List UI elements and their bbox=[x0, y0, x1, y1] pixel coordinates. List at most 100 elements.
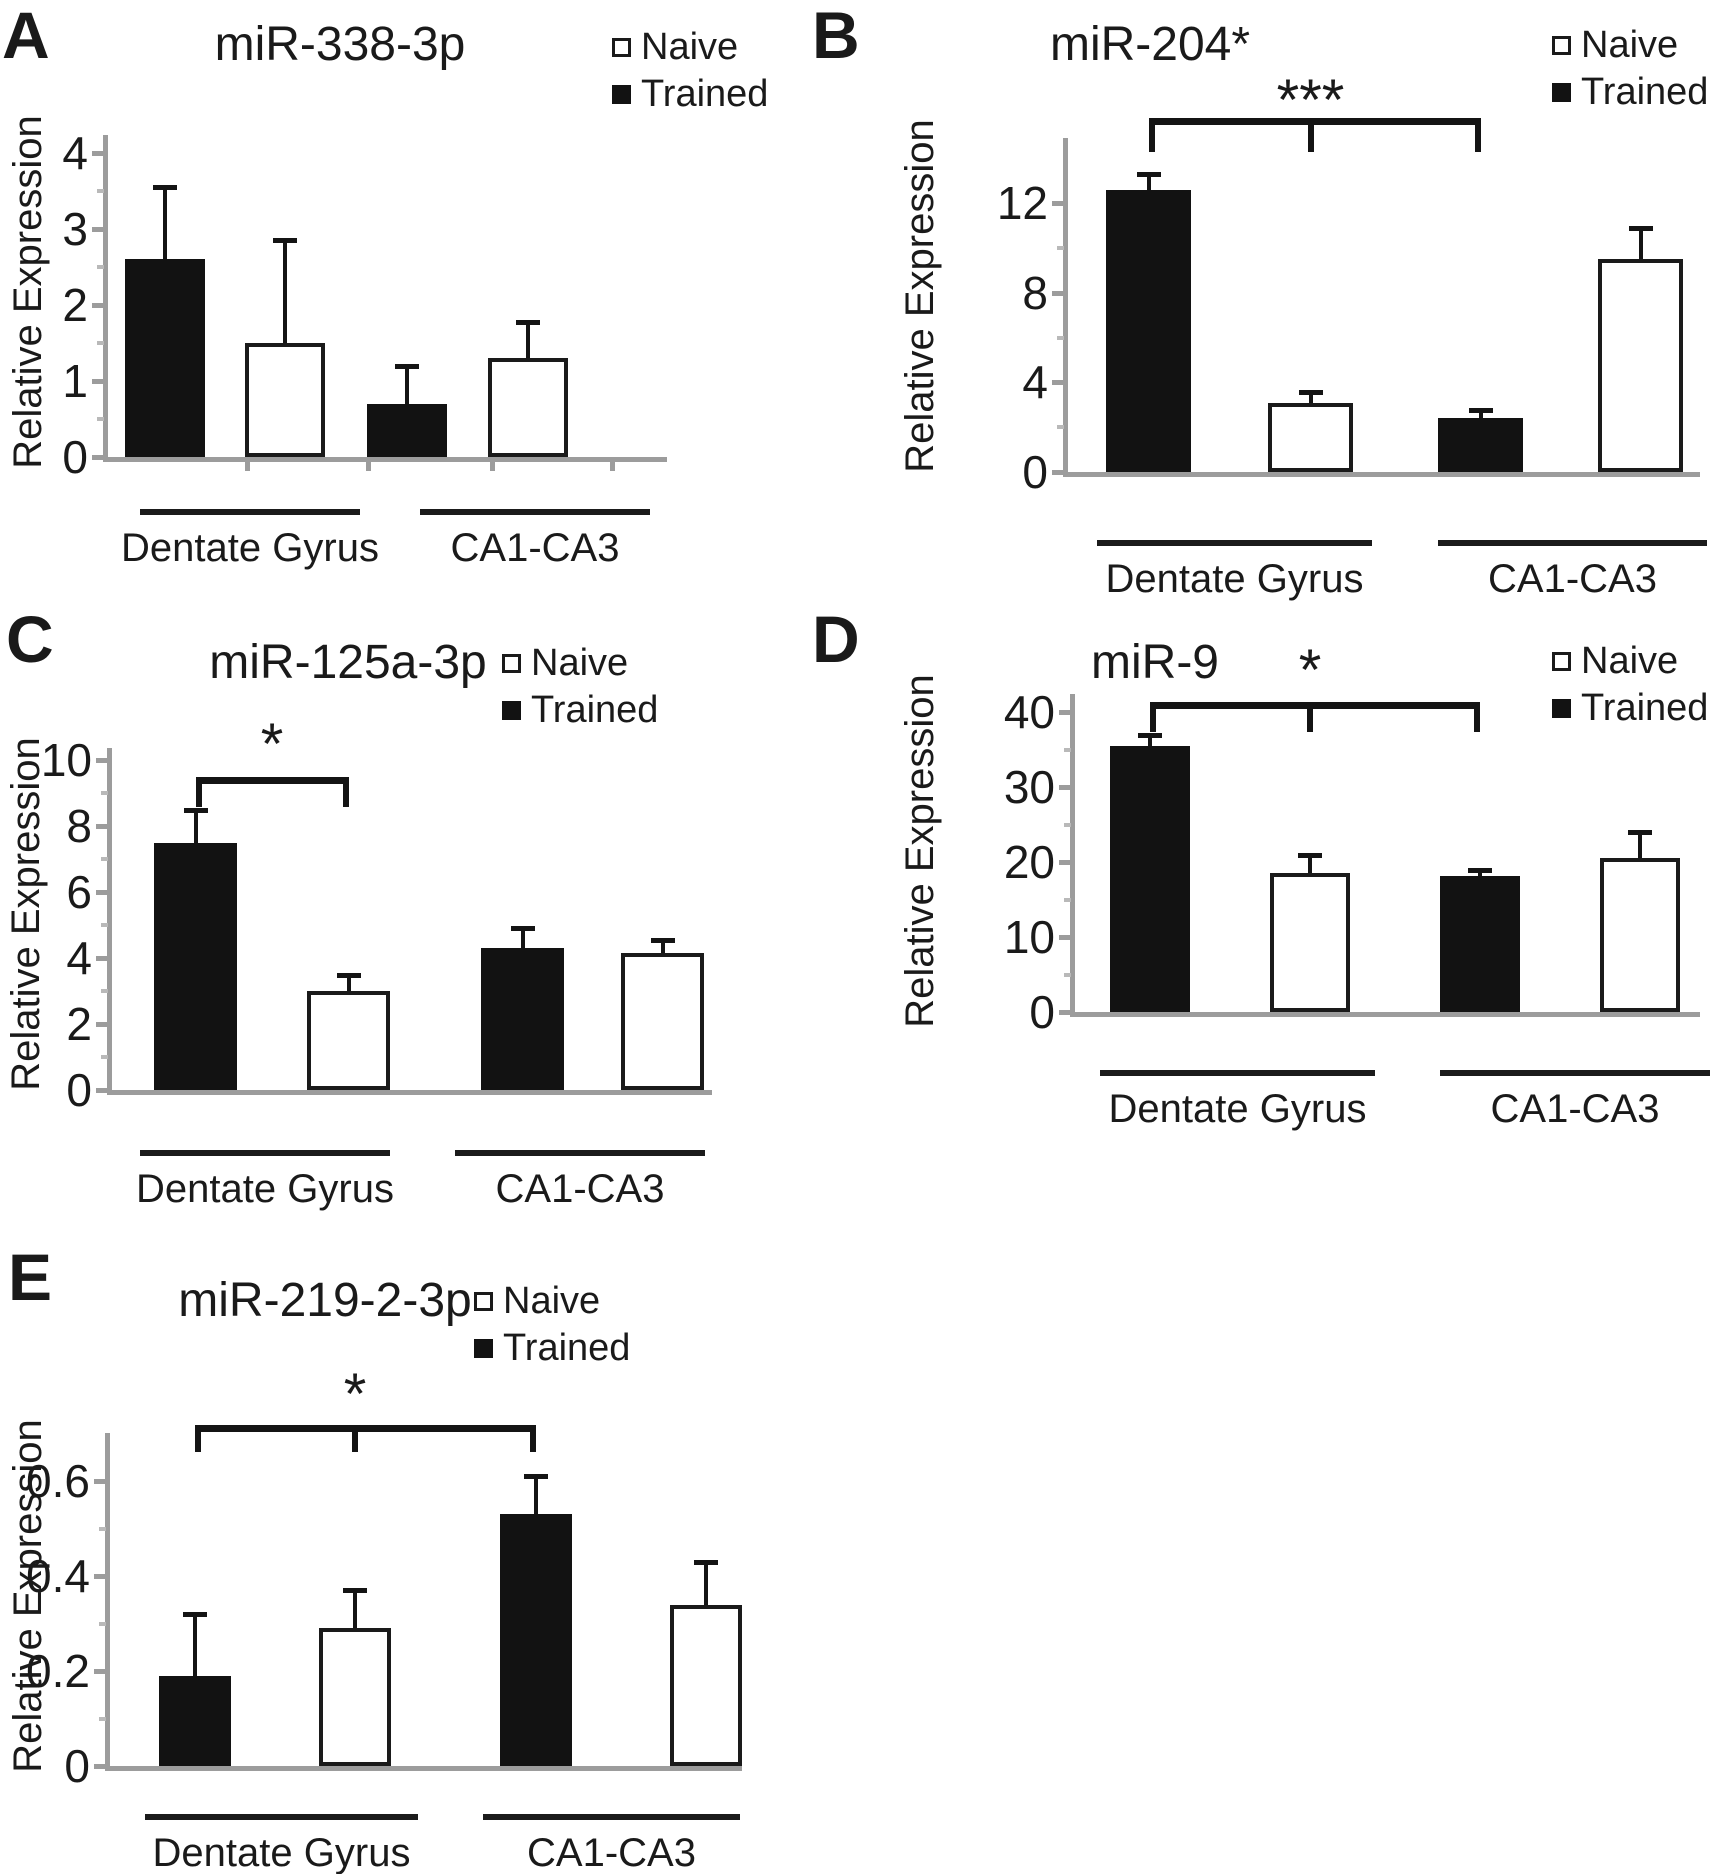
y-minor-tick-mark bbox=[101, 791, 108, 795]
y-tick-mark bbox=[1059, 860, 1070, 865]
bar-trained-ca1-ca3 bbox=[1440, 875, 1520, 1012]
legend-row-naive: Naive bbox=[1552, 25, 1708, 66]
y-minor-tick-mark bbox=[97, 265, 104, 269]
category-underline bbox=[1440, 1070, 1710, 1076]
bar-trained-dentate-gyrus bbox=[159, 1675, 231, 1766]
significance-label: * bbox=[1298, 638, 1322, 703]
legend-row-trained: Trained bbox=[502, 690, 658, 731]
category-underline bbox=[140, 509, 360, 515]
y-axis bbox=[1063, 138, 1068, 477]
error-bar-naive-dentate-gyrus bbox=[1308, 392, 1313, 403]
x-tick-mark bbox=[245, 462, 250, 471]
error-bar-cap bbox=[1138, 732, 1162, 738]
category-label: CA1-CA3 bbox=[1490, 1087, 1660, 1131]
panel-letter-b: B bbox=[812, 0, 860, 72]
legend-row-trained: Trained bbox=[1552, 688, 1708, 729]
y-tick-label: 3 bbox=[62, 203, 88, 255]
bar-naive-ca1-ca3 bbox=[488, 358, 568, 457]
significance-bracket-end bbox=[195, 1425, 201, 1452]
category-label: Dentate Gyrus bbox=[136, 1167, 394, 1211]
y-tick-label: 2 bbox=[62, 279, 88, 331]
bar-naive-ca1-ca3 bbox=[621, 953, 704, 1090]
y-tick-mark bbox=[1052, 201, 1063, 207]
error-bar-cap bbox=[1468, 408, 1493, 414]
error-bar-trained-dentate-gyrus bbox=[163, 187, 167, 260]
error-bar-cap bbox=[183, 1612, 207, 1617]
error-bar-cap bbox=[273, 238, 297, 244]
x-axis bbox=[1063, 472, 1700, 477]
category-underline bbox=[140, 1150, 390, 1156]
y-tick-mark bbox=[1052, 380, 1063, 386]
category-label: Dentate Gyrus bbox=[121, 526, 379, 570]
y-tick-mark bbox=[1059, 785, 1070, 790]
trained-swatch-icon bbox=[502, 701, 521, 721]
y-tick-label: 40 bbox=[1003, 686, 1055, 738]
bar-trained-dentate-gyrus bbox=[1106, 189, 1191, 472]
category-underline bbox=[420, 509, 650, 515]
legend-row-trained: Trained bbox=[474, 1326, 631, 1369]
error-bar-cap bbox=[510, 926, 535, 932]
bar-trained-ca1-ca3 bbox=[367, 403, 447, 457]
error-bar-cap bbox=[1298, 852, 1322, 858]
y-minor-tick-mark bbox=[1064, 822, 1071, 827]
error-bar-cap bbox=[694, 1559, 718, 1565]
y-tick-label: 0 bbox=[64, 1740, 90, 1792]
bar-naive-dentate-gyrus bbox=[1270, 873, 1350, 1012]
y-minor-tick-mark bbox=[1064, 897, 1071, 902]
legend-label-naive: Naive bbox=[503, 1280, 601, 1322]
bar-trained-dentate-gyrus bbox=[125, 259, 205, 457]
bar-naive-dentate-gyrus bbox=[307, 991, 390, 1090]
y-tick-mark bbox=[1059, 710, 1070, 715]
trained-swatch-icon bbox=[1552, 83, 1571, 103]
error-bar-trained-ca1-ca3 bbox=[405, 365, 409, 404]
error-bar-cap bbox=[1628, 225, 1653, 231]
y-tick-mark bbox=[96, 758, 107, 763]
legend-label-naive: Naive bbox=[1581, 640, 1679, 682]
error-bar-trained-dentate-gyrus bbox=[193, 809, 198, 843]
category-label: CA1-CA3 bbox=[527, 1831, 696, 1874]
y-tick-label: 1 bbox=[62, 355, 88, 407]
error-bar-cap bbox=[1136, 172, 1161, 178]
error-bar-naive-dentate-gyrus bbox=[346, 974, 351, 991]
y-minor-tick-mark bbox=[97, 417, 104, 421]
panel-letter-c: C bbox=[6, 602, 54, 676]
legend-label-trained: Trained bbox=[1581, 70, 1709, 113]
x-tick-mark bbox=[610, 462, 615, 471]
legend-label-trained: Trained bbox=[503, 1326, 631, 1369]
bar-naive-ca1-ca3 bbox=[1598, 259, 1683, 472]
significance-bracket-mid bbox=[1307, 118, 1314, 152]
y-tick-mark bbox=[96, 956, 107, 961]
panel-letter-a: A bbox=[2, 0, 50, 72]
category-label: Dentate Gyrus bbox=[152, 1831, 411, 1874]
chart-title-b: miR-204* bbox=[1049, 18, 1251, 71]
category-label: Dentate Gyrus bbox=[1108, 1087, 1367, 1131]
y-axis bbox=[103, 135, 108, 462]
y-minor-tick-mark bbox=[1064, 972, 1071, 977]
error-bar-cap bbox=[650, 937, 675, 943]
naive-swatch-icon bbox=[502, 654, 521, 674]
y-minor-tick-mark bbox=[97, 189, 104, 193]
bar-naive-ca1-ca3 bbox=[1600, 858, 1680, 1012]
y-tick-mark bbox=[94, 1479, 105, 1484]
significance-bracket-end bbox=[195, 777, 202, 807]
x-axis bbox=[1070, 1012, 1700, 1017]
chart-title-d: miR-9 bbox=[1091, 636, 1219, 689]
y-tick-label: 30 bbox=[1003, 761, 1055, 813]
category-label: Dentate Gyrus bbox=[1105, 557, 1364, 601]
legend-row-trained: Trained bbox=[612, 74, 768, 115]
y-minor-tick-mark bbox=[99, 1621, 106, 1626]
error-bar-naive-dentate-gyrus bbox=[353, 1590, 357, 1629]
significance-bracket-end bbox=[1148, 118, 1155, 152]
error-bar-naive-ca1-ca3 bbox=[704, 1561, 708, 1605]
y-tick-mark bbox=[94, 1764, 105, 1769]
y-tick-label: 10 bbox=[1003, 911, 1055, 963]
legend-row-naive: Naive bbox=[612, 27, 768, 68]
trained-swatch-icon bbox=[1552, 699, 1571, 719]
y-minor-tick-mark bbox=[1064, 747, 1071, 752]
y-tick-label: 0 bbox=[66, 1064, 92, 1116]
y-tick-mark bbox=[96, 1088, 107, 1093]
y-tick-mark bbox=[1052, 470, 1063, 475]
